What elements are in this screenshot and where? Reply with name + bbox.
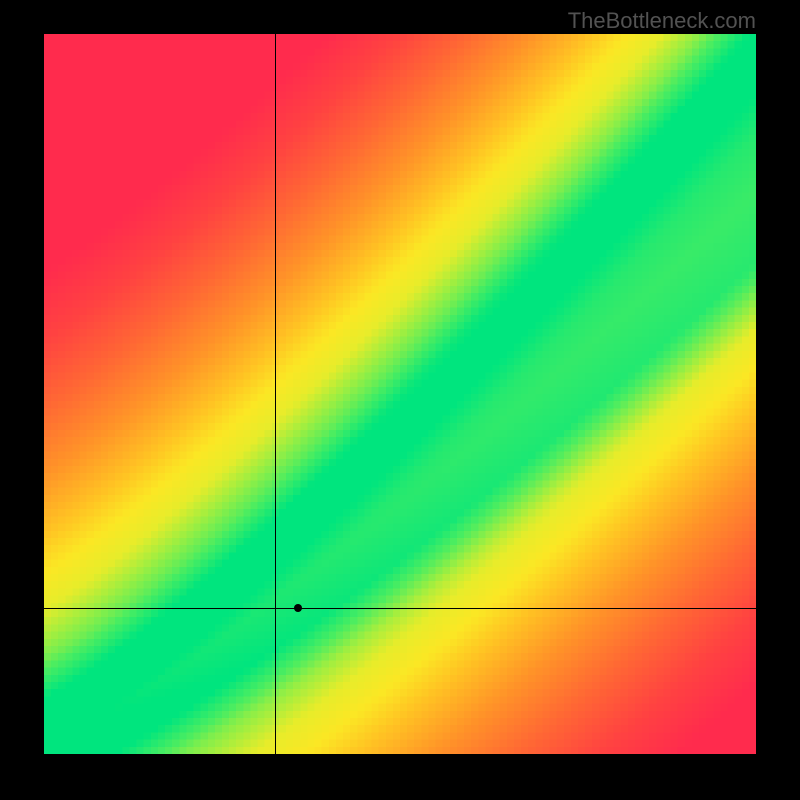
crosshair-vertical xyxy=(275,34,276,754)
marker-dot xyxy=(294,604,302,612)
crosshair-horizontal xyxy=(44,608,756,609)
chart-container: TheBottleneck.com xyxy=(0,0,800,800)
watermark-text: TheBottleneck.com xyxy=(568,8,756,34)
heatmap-plot xyxy=(44,34,756,754)
heatmap-canvas xyxy=(44,34,756,754)
